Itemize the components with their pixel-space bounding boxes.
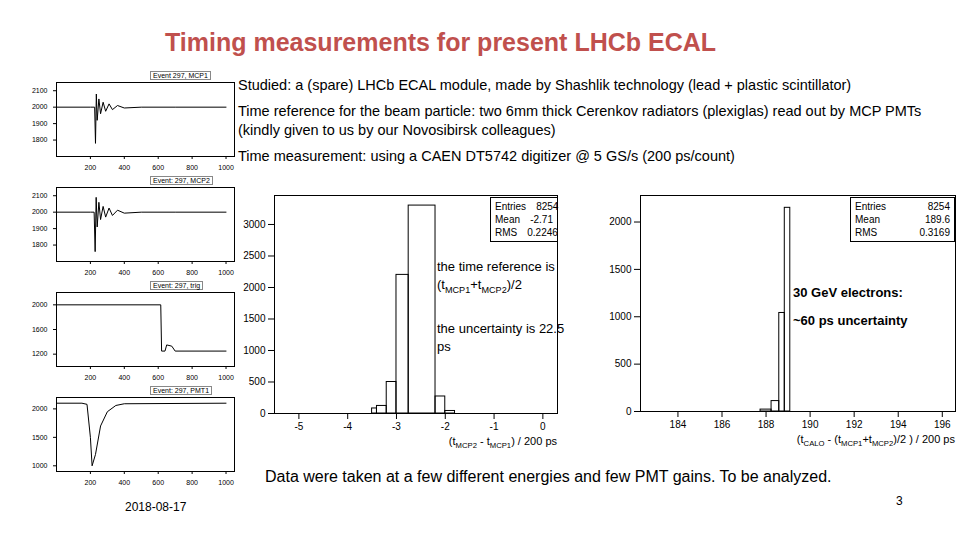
svg-text:200: 200 bbox=[85, 374, 97, 380]
svg-text:200: 200 bbox=[85, 164, 97, 170]
html-text:Time measurement: using a CAEN: Time measurement: using a CAEN DT5742 di… bbox=[238, 147, 735, 164]
svg-text:800: 800 bbox=[186, 269, 198, 275]
svg-text:200: 200 bbox=[85, 269, 97, 275]
svg-text:196: 196 bbox=[934, 419, 951, 430]
svg-text:600: 600 bbox=[152, 479, 164, 485]
html-text:Event: 297, trig: Event: 297, trig bbox=[153, 282, 201, 289]
svg-text:1800: 1800 bbox=[32, 241, 48, 248]
svg-text:-1: -1 bbox=[490, 421, 499, 432]
html-text:8254: 8254 bbox=[927, 201, 950, 212]
html-text:the uncertainty is 22.5 ps: the uncertainty is 22.5 ps bbox=[437, 321, 565, 354]
svg-text:2000: 2000 bbox=[609, 216, 632, 227]
svg-text:500: 500 bbox=[615, 358, 632, 369]
html-text:2018-08-17: 2018-08-17 bbox=[125, 500, 187, 514]
svg-text:400: 400 bbox=[118, 374, 130, 380]
svg-text:1900: 1900 bbox=[32, 120, 48, 127]
svg-text:800: 800 bbox=[186, 164, 198, 170]
svg-text:2000: 2000 bbox=[32, 405, 48, 412]
svg-text:2000: 2000 bbox=[32, 301, 48, 308]
svg-text:2500: 2500 bbox=[243, 250, 266, 261]
svg-text:600: 600 bbox=[152, 164, 164, 170]
svg-text:2000: 2000 bbox=[243, 282, 266, 293]
svg-text:1500: 1500 bbox=[609, 264, 632, 275]
svg-text:1500: 1500 bbox=[243, 313, 266, 324]
svg-text:1000: 1000 bbox=[218, 164, 234, 170]
html-text:~60 ps uncertainty: ~60 ps uncertainty bbox=[793, 313, 908, 328]
html-text:RMS: RMS bbox=[855, 227, 878, 238]
html-text:0.3169: 0.3169 bbox=[919, 227, 950, 238]
svg-text:1800: 1800 bbox=[32, 136, 48, 143]
html-text:the time reference is (tMCP1+t: the time reference is (tMCP1+tMCP2)/2 bbox=[437, 259, 555, 295]
html-text:Entries: Entries bbox=[855, 201, 887, 212]
svg-text:194: 194 bbox=[890, 419, 907, 430]
svg-text:192: 192 bbox=[846, 419, 863, 430]
svg-text:0: 0 bbox=[626, 406, 632, 417]
html-text:Mean: Mean bbox=[495, 214, 520, 225]
html-text:0.2246: 0.2246 bbox=[527, 227, 558, 238]
svg-text:2000: 2000 bbox=[32, 208, 48, 215]
html-text:RMS: RMS bbox=[495, 227, 518, 238]
svg-text:600: 600 bbox=[152, 374, 164, 380]
svg-text:-3: -3 bbox=[392, 421, 401, 432]
html-text:Data were taken at a few diffe: Data were taken at a few different energ… bbox=[265, 468, 832, 485]
svg-text:0: 0 bbox=[260, 408, 266, 419]
svg-text:0: 0 bbox=[540, 421, 546, 432]
svg-text:1000: 1000 bbox=[609, 311, 632, 322]
html-text:Entries: Entries bbox=[495, 201, 527, 212]
svg-text:-4: -4 bbox=[343, 421, 352, 432]
html-text:30 GeV electrons:: 30 GeV electrons: bbox=[793, 285, 903, 300]
svg-text:400: 400 bbox=[118, 269, 130, 275]
svg-text:800: 800 bbox=[186, 479, 198, 485]
svg-text:188: 188 bbox=[758, 419, 775, 430]
svg-text:1900: 1900 bbox=[32, 225, 48, 232]
svg-text:1000: 1000 bbox=[218, 479, 234, 485]
html-text:Event 297, MCP1: Event 297, MCP1 bbox=[153, 72, 208, 79]
svg-text:800: 800 bbox=[186, 374, 198, 380]
svg-text:2100: 2100 bbox=[32, 87, 48, 94]
svg-text:400: 400 bbox=[118, 164, 130, 170]
svg-text:600: 600 bbox=[152, 269, 164, 275]
html-text:Time reference for the beam pa: Time reference for the beam particle: tw… bbox=[238, 102, 922, 139]
svg-text:2100: 2100 bbox=[32, 192, 48, 199]
svg-text:184: 184 bbox=[670, 419, 687, 430]
svg-text:500: 500 bbox=[249, 376, 266, 387]
html-text:Studied: a (spare) LHCb ECAL m: Studied: a (spare) LHCb ECAL module, mad… bbox=[238, 77, 852, 93]
html-text:189.6: 189.6 bbox=[925, 214, 950, 225]
svg-text:186: 186 bbox=[714, 419, 731, 430]
svg-text:1500: 1500 bbox=[32, 434, 48, 441]
svg-text:-2: -2 bbox=[441, 421, 450, 432]
html-text:Event: 297, MCP2: Event: 297, MCP2 bbox=[153, 177, 210, 184]
html-text:(tMCP2- tMCP1) / 200 ps: (tMCP2- tMCP1) / 200 ps bbox=[448, 435, 557, 451]
html-text:8254: 8254 bbox=[536, 201, 559, 212]
svg-text:1000: 1000 bbox=[32, 462, 48, 469]
svg-text:1600: 1600 bbox=[32, 326, 48, 333]
svg-text:-5: -5 bbox=[294, 421, 303, 432]
svg-text:200: 200 bbox=[85, 479, 97, 485]
html-text:3: 3 bbox=[896, 494, 903, 508]
html-text:(tCALO- (tMCP1+tMCP2)/2 ) / 20: (tCALO- (tMCP1+tMCP2)/2 ) / 200 ps bbox=[796, 433, 955, 449]
svg-text:1000: 1000 bbox=[243, 345, 266, 356]
svg-text:400: 400 bbox=[118, 479, 130, 485]
svg-text:190: 190 bbox=[802, 419, 819, 430]
svg-text:1000: 1000 bbox=[218, 374, 234, 380]
svg-text:3000: 3000 bbox=[243, 219, 266, 230]
svg-text:2000: 2000 bbox=[32, 103, 48, 110]
html-text:Event: 297, PMT1: Event: 297, PMT1 bbox=[153, 387, 209, 394]
html-text:Timing measurements for presen: Timing measurements for present LHCb ECA… bbox=[165, 28, 716, 56]
svg-text:1000: 1000 bbox=[218, 269, 234, 275]
html-text:Mean: Mean bbox=[855, 214, 880, 225]
html-text:-2.71: -2.71 bbox=[530, 214, 553, 225]
svg-text:1200: 1200 bbox=[32, 350, 48, 357]
